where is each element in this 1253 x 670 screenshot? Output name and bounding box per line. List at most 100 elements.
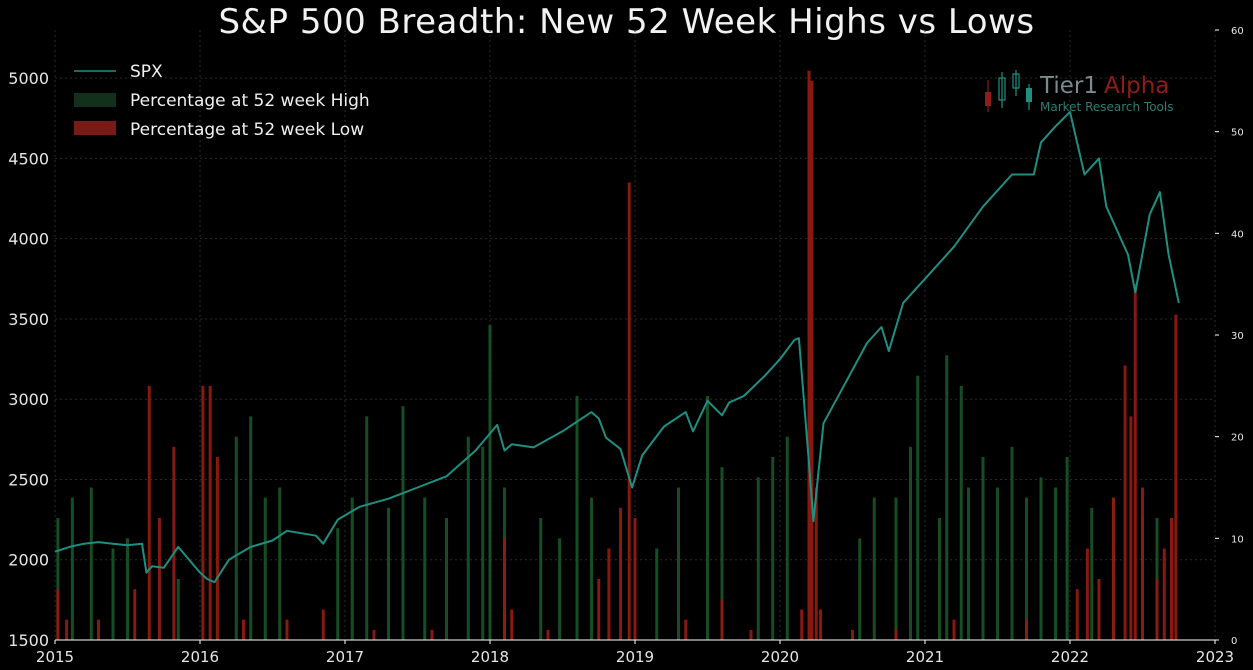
low-bar [1141,487,1144,640]
y-tick-label: 4500 [8,149,49,168]
low-bar [546,629,550,640]
high-bar [894,497,898,640]
high-bar [445,518,448,640]
high-bar [539,518,543,640]
high-bar [1025,497,1028,640]
low-bar [619,507,622,640]
y2-tick-label: 0 [1231,636,1237,647]
new-lows-bars [56,70,1178,641]
low-bar [1133,284,1137,640]
low-bar [430,629,434,640]
low-bar [1085,548,1089,640]
high-bar [872,497,876,640]
low-bar [321,609,325,640]
y2-tick-label: 60 [1231,26,1244,37]
high-bar [488,324,492,640]
high-bar [967,487,970,640]
low-bar [372,629,376,640]
y-tick-label: 3500 [8,310,49,329]
high-bar [756,477,760,640]
y-tick-label: 1500 [8,631,49,650]
low-bar [810,80,814,641]
low-bar [242,619,245,640]
low-bar [97,619,100,640]
low-bar [208,385,212,640]
high-bar [996,487,999,640]
low-bar [1075,589,1079,640]
low-bar [819,609,823,640]
high-bar [387,507,390,640]
high-bar [263,497,267,640]
high-bar [350,497,354,640]
legend: SPX Percentage at 52 week High Percentag… [74,62,370,140]
high-bar [677,487,680,640]
low-bar [952,619,956,640]
y2-tick-label: 30 [1231,331,1244,342]
low-bar [1097,579,1101,640]
low-bar [807,70,811,640]
low-bar [800,609,804,640]
high-bar [916,375,920,640]
x-tick-label: 2022 [1051,648,1089,666]
spx-line-series [54,110,1180,584]
low-bar [1170,518,1173,640]
low-bar [749,629,753,640]
high-bar [655,548,659,640]
y-tick-label: 5000 [8,69,49,88]
high-bar [1054,487,1057,640]
high-bar [1010,446,1014,640]
low-bar [157,518,161,640]
legend-label-spx: SPX [130,62,163,82]
low-bar [65,619,69,640]
legend-swatch-lows [74,121,116,135]
low-bar [1155,579,1159,640]
high-bar [89,487,93,640]
spx-line [54,110,1180,584]
high-bar [938,518,941,640]
low-bar [285,619,289,640]
low-bar [720,599,724,640]
low-bar [1162,548,1166,640]
high-bar [126,538,129,640]
high-bar [945,355,949,640]
high-bar [706,396,709,640]
high-bar [575,396,579,640]
y-tick-label: 4000 [8,230,49,249]
high-bar [176,579,180,640]
low-bar [1025,619,1028,640]
x-tick-label: 2018 [471,648,509,666]
y-tick-label: 2500 [8,470,49,489]
high-bar [234,436,238,640]
high-bar [959,385,963,640]
high-bar [423,497,427,640]
x-tick-label: 2019 [616,648,654,666]
y-tick-label: 3000 [8,390,49,409]
low-bar [503,538,506,640]
high-bar [70,497,74,640]
high-bar [590,497,593,640]
low-bar [201,385,205,640]
logo-wordmark: Tier1 Alpha [1039,73,1169,99]
x-tick-label: 2016 [181,648,219,666]
low-bar [607,548,611,640]
low-bar [133,589,137,640]
high-bar [771,457,775,640]
high-bar [785,436,789,640]
high-bar [909,446,912,640]
high-bar [401,406,405,640]
low-bar [1123,365,1127,640]
high-bar [981,457,985,640]
low-bar [633,518,637,640]
legend-swatch-highs [74,93,116,107]
high-bar [558,538,562,640]
high-bar [365,416,369,640]
y2-tick-label: 10 [1231,534,1244,545]
new-highs-bars [56,324,1159,640]
low-bar [684,619,688,640]
high-bar [466,436,470,640]
high-bar [1065,457,1069,640]
low-bar [510,609,514,640]
y-tick-label: 2000 [8,551,49,570]
x-tick-label: 2023 [1196,648,1234,666]
